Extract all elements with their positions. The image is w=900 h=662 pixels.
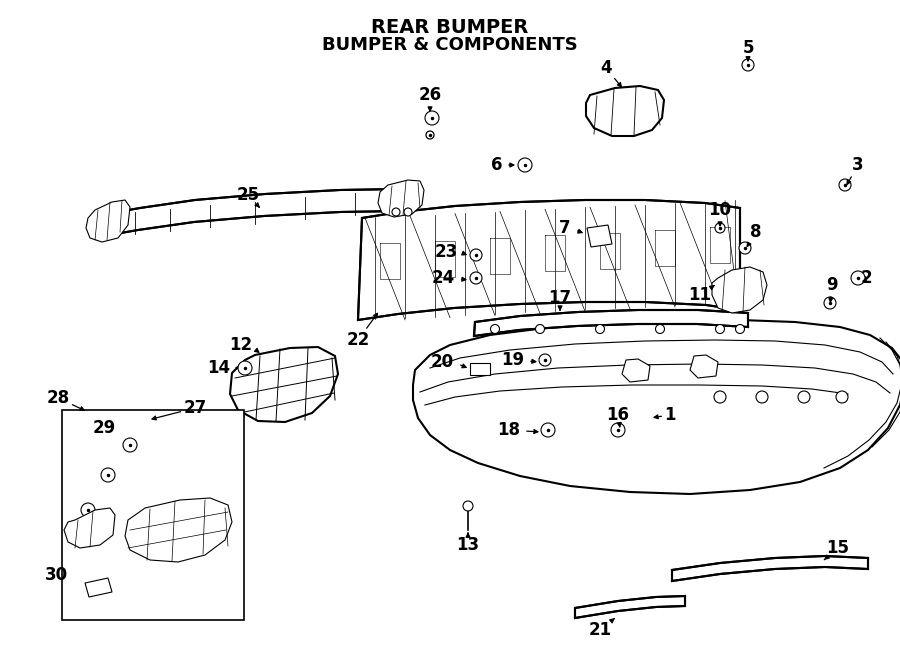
Text: 17: 17 — [548, 289, 572, 310]
Polygon shape — [125, 498, 232, 562]
Circle shape — [392, 208, 400, 216]
Polygon shape — [230, 347, 338, 422]
Circle shape — [123, 438, 137, 452]
Polygon shape — [98, 189, 400, 237]
Text: 6: 6 — [491, 156, 502, 174]
Text: 18: 18 — [497, 421, 520, 439]
Polygon shape — [622, 359, 650, 382]
Text: 22: 22 — [346, 313, 377, 349]
Polygon shape — [64, 508, 115, 548]
Text: 24: 24 — [432, 269, 455, 287]
Circle shape — [798, 391, 810, 403]
Circle shape — [742, 59, 754, 71]
Text: BUMPER & COMPONENTS: BUMPER & COMPONENTS — [322, 36, 578, 54]
Circle shape — [596, 324, 605, 334]
Text: 29: 29 — [93, 419, 115, 437]
Circle shape — [824, 297, 836, 309]
Polygon shape — [378, 180, 424, 217]
Polygon shape — [690, 355, 718, 378]
Text: 2: 2 — [860, 269, 872, 287]
Text: 19: 19 — [501, 351, 524, 369]
Circle shape — [539, 354, 551, 366]
Circle shape — [470, 249, 482, 261]
Text: 28: 28 — [47, 389, 85, 410]
Circle shape — [611, 423, 625, 437]
Text: 15: 15 — [824, 539, 850, 560]
Text: 3: 3 — [847, 156, 864, 184]
Polygon shape — [86, 200, 130, 242]
Polygon shape — [587, 225, 612, 247]
Polygon shape — [85, 578, 112, 597]
Text: 20: 20 — [431, 353, 454, 371]
Text: 25: 25 — [237, 186, 259, 207]
Text: 10: 10 — [708, 201, 732, 226]
Circle shape — [404, 208, 412, 216]
FancyBboxPatch shape — [62, 410, 244, 620]
Polygon shape — [672, 556, 868, 581]
Text: 21: 21 — [589, 618, 615, 639]
Circle shape — [655, 324, 664, 334]
Circle shape — [536, 324, 544, 334]
Text: 30: 30 — [45, 566, 68, 584]
Circle shape — [839, 179, 851, 191]
Text: REAR BUMPER: REAR BUMPER — [372, 18, 528, 37]
Polygon shape — [358, 200, 740, 320]
Circle shape — [81, 503, 95, 517]
Bar — [470, 363, 490, 375]
Text: 5: 5 — [742, 39, 754, 61]
Text: 1: 1 — [654, 406, 676, 424]
Text: 12: 12 — [229, 336, 252, 354]
Polygon shape — [712, 267, 767, 313]
Circle shape — [851, 271, 865, 285]
Circle shape — [491, 324, 500, 334]
Circle shape — [716, 324, 724, 334]
Circle shape — [836, 391, 848, 403]
Polygon shape — [586, 86, 664, 136]
Text: 16: 16 — [607, 406, 629, 427]
Text: 11: 11 — [688, 285, 715, 304]
Circle shape — [101, 468, 115, 482]
Circle shape — [518, 158, 532, 172]
Text: 14: 14 — [207, 359, 230, 377]
Text: 9: 9 — [826, 276, 838, 302]
Circle shape — [470, 272, 482, 284]
Text: 8: 8 — [747, 223, 761, 246]
Text: 13: 13 — [456, 533, 480, 554]
Polygon shape — [474, 310, 748, 336]
Text: 27: 27 — [152, 399, 207, 420]
Circle shape — [238, 361, 252, 375]
Polygon shape — [575, 596, 685, 618]
Text: 7: 7 — [558, 219, 570, 237]
Circle shape — [735, 324, 744, 334]
Circle shape — [715, 223, 725, 233]
Circle shape — [541, 423, 555, 437]
Circle shape — [756, 391, 768, 403]
Circle shape — [426, 131, 434, 139]
Text: 23: 23 — [435, 243, 458, 261]
Text: 4: 4 — [600, 59, 621, 87]
Text: 26: 26 — [418, 86, 442, 111]
Circle shape — [714, 391, 726, 403]
Circle shape — [739, 242, 751, 254]
Circle shape — [463, 501, 473, 511]
Polygon shape — [413, 320, 900, 494]
Circle shape — [425, 111, 439, 125]
